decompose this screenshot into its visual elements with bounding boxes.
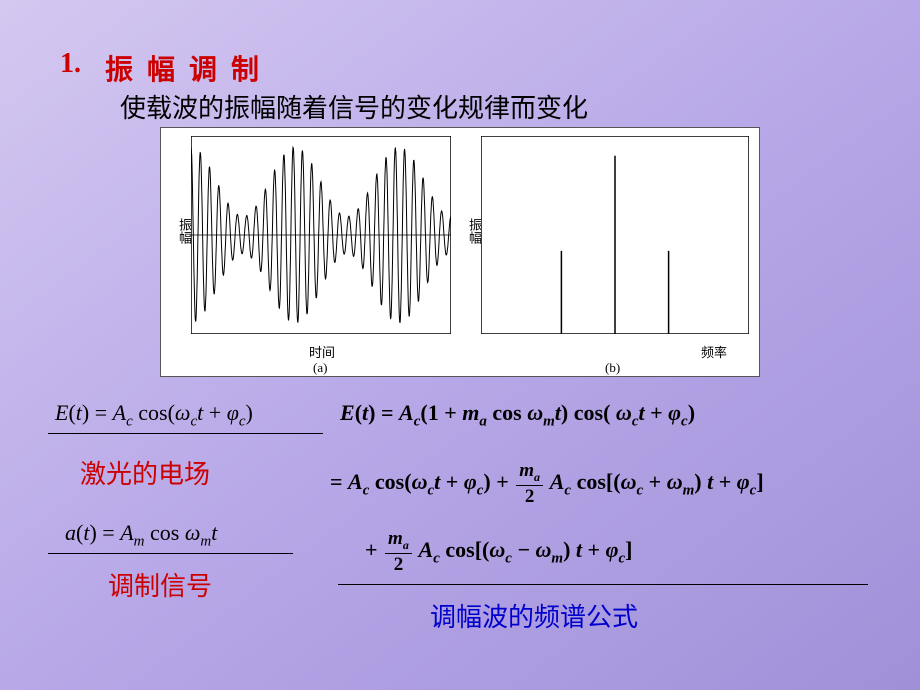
am-waveform-chart xyxy=(191,136,451,334)
carrier-label: 激光的电场 xyxy=(80,454,210,491)
am-spectrum-chart xyxy=(481,136,749,334)
panel-a-caption: (a) xyxy=(313,360,327,376)
panel-b-xlabel: 频率 xyxy=(701,342,727,361)
section-number: 1. xyxy=(60,48,81,80)
am-result-label: 调幅波的频谱公式 xyxy=(430,597,638,634)
am-equation-line1: E(t) = Ac(1 + ma cos ωmt) cos( ωct + φc) xyxy=(340,400,695,430)
figure-container: 振幅 时间 (a) 振幅 频率 (b) xyxy=(160,127,760,377)
carrier-equation: E(t) = Ac cos(ωct + φc) xyxy=(55,400,253,430)
am-result-underline xyxy=(338,555,868,585)
panel-a-ylabel: 振幅 xyxy=(175,218,194,244)
modulation-label: 调制信号 xyxy=(108,566,212,603)
section-subtitle: 使载波的振幅随着信号的变化规律而变化 xyxy=(120,88,588,125)
am-equation-line2: = Ac cos(ωct + φc) + ma2 Ac cos[(ωc + ωm… xyxy=(330,460,764,508)
panel-b-ylabel: 振幅 xyxy=(465,218,484,244)
section-title: 振幅调制 xyxy=(105,48,273,88)
modulation-equation: a(t) = Am cos ωmt xyxy=(65,520,217,550)
panel-b-caption: (b) xyxy=(605,360,620,376)
panel-a-xlabel: 时间 xyxy=(309,342,335,361)
